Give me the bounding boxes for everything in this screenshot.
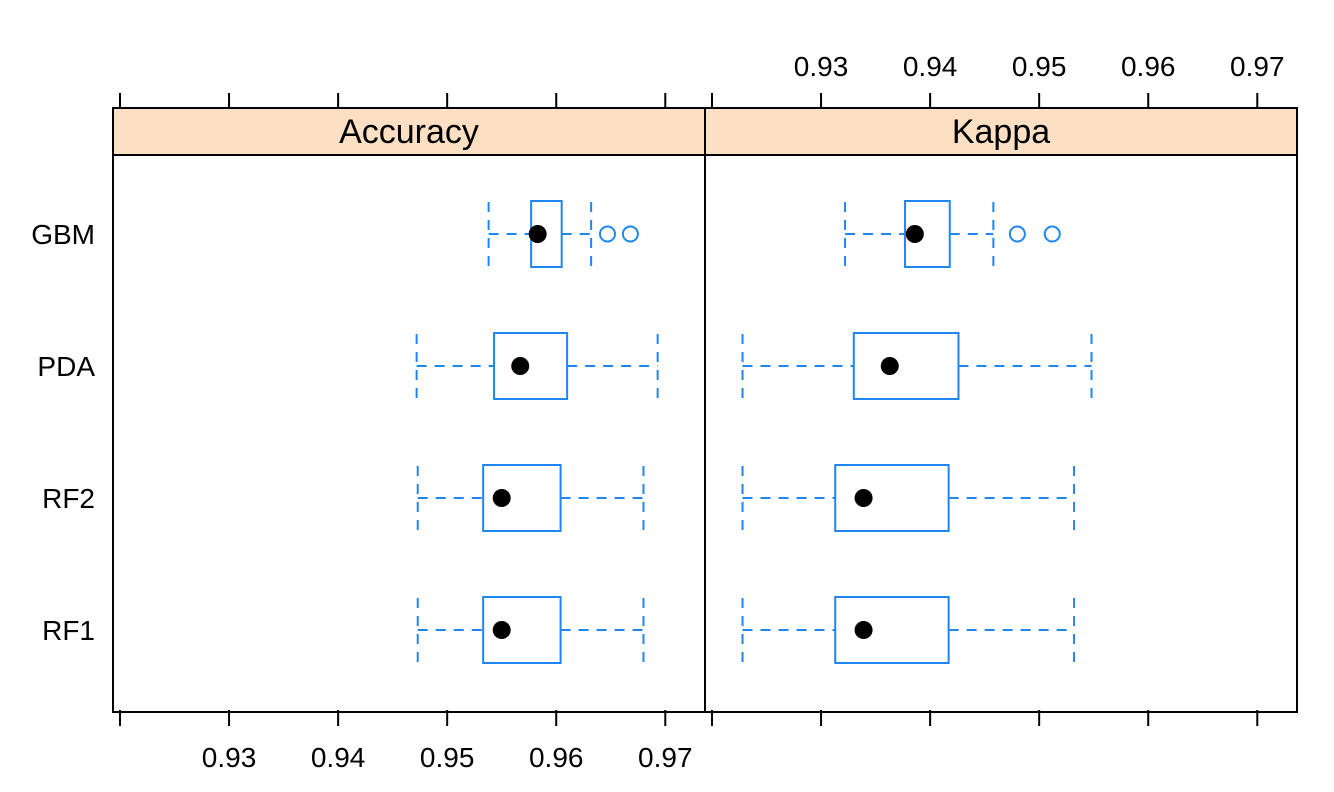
box-accuracy-rf2 [482, 464, 562, 532]
median-dot-accuracy-gbm [528, 225, 547, 243]
bottom-tick-label: 0.97 [638, 742, 693, 773]
outlier-accuracy-gbm [598, 225, 616, 243]
outlier-kappa-gbm [1043, 225, 1061, 243]
outlier-accuracy-gbm [621, 225, 639, 243]
strip-kappa [705, 108, 1297, 155]
bottom-tick-label: 0.95 [420, 742, 475, 773]
bottom-tick-label: 0.93 [202, 742, 257, 773]
box-accuracy-pda [493, 332, 569, 400]
category-label-rf1: RF1 [42, 615, 95, 646]
median-dot-accuracy-rf1 [492, 621, 511, 639]
strip-accuracy [113, 108, 705, 155]
top-tick-label: 0.95 [1012, 51, 1067, 82]
median-dot-kappa-pda [880, 357, 899, 375]
panel-frame-kappa [704, 107, 1298, 713]
category-label-pda: PDA [37, 351, 95, 382]
median-dot-accuracy-rf2 [492, 489, 511, 507]
bottom-tick-label: 0.94 [311, 742, 366, 773]
strip-label-kappa: Kappa [952, 113, 1050, 151]
top-tick-label: 0.96 [1121, 51, 1176, 82]
median-dot-kappa-rf2 [854, 489, 873, 507]
top-tick-label: 0.94 [903, 51, 958, 82]
box-kappa-rf1 [834, 596, 950, 664]
median-dot-accuracy-pda [511, 357, 530, 375]
strip-label-accuracy: Accuracy [339, 113, 479, 151]
median-dot-kappa-rf1 [854, 621, 873, 639]
bottom-tick-label: 0.96 [529, 742, 584, 773]
box-kappa-rf2 [834, 464, 950, 532]
box-kappa-pda [852, 332, 960, 400]
category-label-gbm: GBM [31, 219, 95, 250]
category-label-rf2: RF2 [42, 483, 95, 514]
top-tick-label: 0.97 [1230, 51, 1285, 82]
top-tick-label: 0.93 [794, 51, 849, 82]
box-accuracy-rf1 [482, 596, 562, 664]
median-dot-kappa-gbm [905, 225, 924, 243]
outlier-kappa-gbm [1008, 225, 1026, 243]
panel-frame-accuracy [112, 107, 706, 713]
box-kappa-gbm [904, 200, 951, 268]
